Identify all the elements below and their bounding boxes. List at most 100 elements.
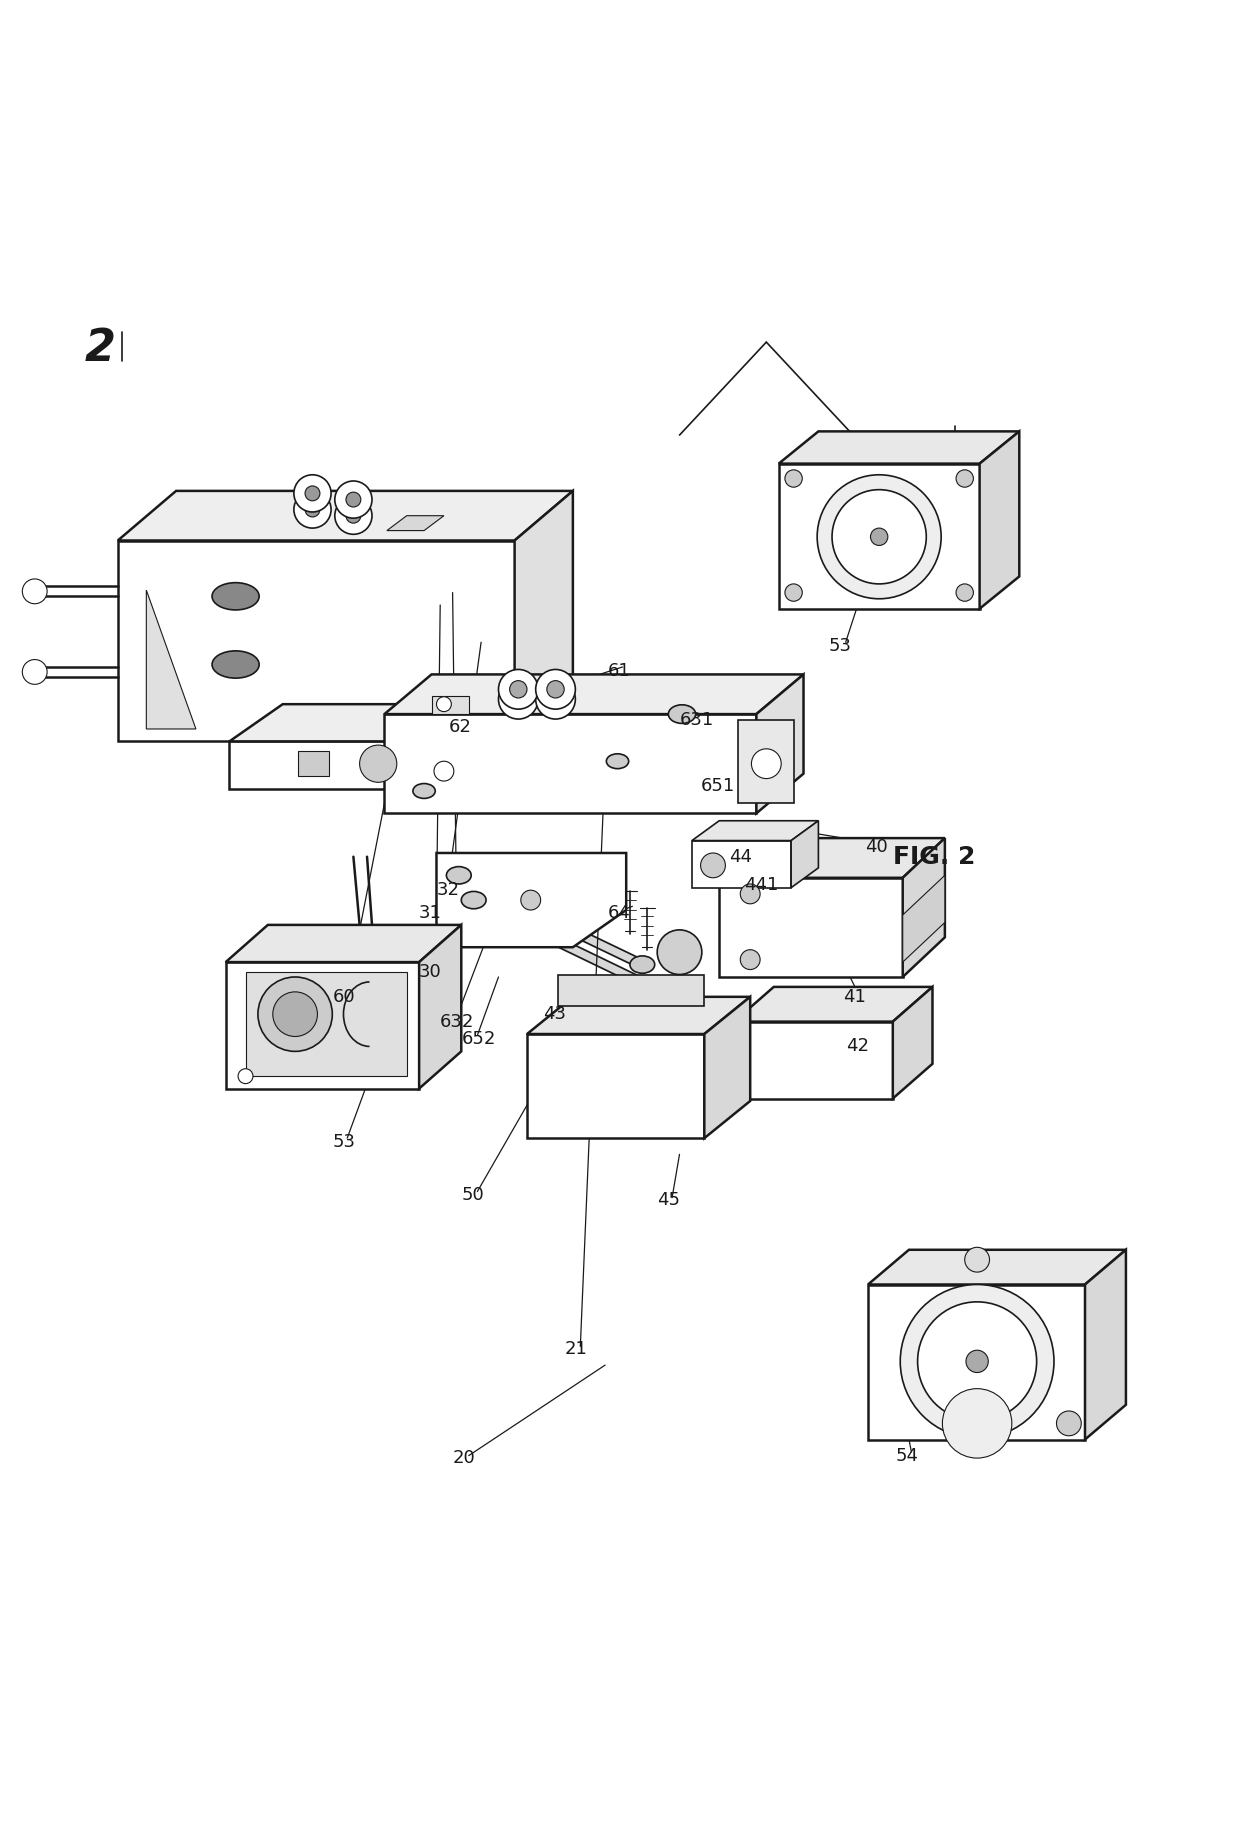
Circle shape	[870, 527, 888, 546]
Polygon shape	[229, 704, 626, 741]
Polygon shape	[118, 540, 515, 741]
Text: 31: 31	[419, 903, 441, 922]
Text: FIG. 2: FIG. 2	[893, 845, 975, 869]
Ellipse shape	[413, 783, 435, 798]
Polygon shape	[692, 821, 818, 841]
Circle shape	[900, 1285, 1054, 1438]
Polygon shape	[527, 1035, 704, 1139]
Polygon shape	[573, 704, 626, 788]
Polygon shape	[226, 962, 419, 1088]
Circle shape	[751, 748, 781, 779]
Polygon shape	[903, 876, 945, 962]
Text: 632: 632	[440, 1013, 475, 1031]
Circle shape	[510, 690, 527, 708]
Polygon shape	[791, 821, 818, 887]
Polygon shape	[436, 852, 626, 947]
Polygon shape	[779, 464, 980, 610]
Circle shape	[436, 697, 451, 712]
Text: 43: 43	[543, 1006, 567, 1024]
Polygon shape	[298, 752, 329, 776]
Circle shape	[918, 1301, 1037, 1422]
Ellipse shape	[212, 652, 259, 679]
Text: 64: 64	[608, 903, 630, 922]
Circle shape	[22, 579, 47, 604]
Circle shape	[785, 584, 802, 600]
Circle shape	[521, 891, 541, 911]
Text: 54: 54	[895, 1447, 919, 1465]
Text: 45: 45	[657, 1192, 681, 1210]
Circle shape	[740, 949, 760, 969]
Circle shape	[536, 670, 575, 710]
Circle shape	[966, 1350, 988, 1372]
Polygon shape	[527, 996, 750, 1035]
Text: 61: 61	[608, 662, 630, 679]
Circle shape	[346, 507, 361, 524]
Text: 53: 53	[332, 1133, 356, 1152]
Polygon shape	[229, 741, 573, 788]
Polygon shape	[1085, 1250, 1126, 1440]
Text: 42: 42	[846, 1037, 869, 1055]
Text: 21: 21	[564, 1340, 587, 1358]
Circle shape	[956, 584, 973, 600]
Polygon shape	[893, 987, 932, 1099]
Text: 652: 652	[461, 1029, 496, 1048]
Circle shape	[956, 469, 973, 487]
Polygon shape	[756, 675, 804, 814]
Circle shape	[547, 681, 564, 697]
Polygon shape	[704, 996, 750, 1139]
Polygon shape	[719, 878, 903, 976]
Polygon shape	[719, 838, 945, 878]
Ellipse shape	[212, 582, 259, 610]
Polygon shape	[738, 721, 794, 803]
Ellipse shape	[606, 754, 629, 768]
Polygon shape	[903, 838, 945, 976]
Ellipse shape	[668, 704, 696, 723]
Polygon shape	[868, 1285, 1085, 1440]
Circle shape	[238, 1069, 253, 1084]
Text: 40: 40	[866, 838, 888, 856]
Text: 631: 631	[680, 712, 714, 730]
Text: 30: 30	[419, 964, 441, 982]
Circle shape	[360, 745, 397, 783]
Circle shape	[1056, 1411, 1081, 1436]
Polygon shape	[868, 1250, 1126, 1285]
Text: 441: 441	[744, 876, 779, 894]
Circle shape	[657, 931, 702, 975]
Circle shape	[832, 489, 926, 584]
Text: 60: 60	[332, 987, 355, 1006]
Text: 2: 2	[84, 327, 115, 370]
Text: 44: 44	[729, 847, 753, 865]
Polygon shape	[980, 431, 1019, 610]
Circle shape	[817, 474, 941, 599]
Circle shape	[701, 852, 725, 878]
Circle shape	[305, 502, 320, 516]
Circle shape	[498, 679, 538, 719]
Circle shape	[273, 991, 317, 1037]
Polygon shape	[779, 431, 1019, 464]
Text: 62: 62	[449, 717, 471, 735]
Polygon shape	[734, 1022, 893, 1099]
Polygon shape	[246, 973, 407, 1077]
Polygon shape	[558, 975, 704, 1006]
Text: 50: 50	[461, 1186, 484, 1204]
Polygon shape	[384, 675, 804, 714]
Polygon shape	[432, 695, 469, 714]
Circle shape	[346, 493, 361, 507]
Circle shape	[942, 1389, 1012, 1458]
Circle shape	[294, 491, 331, 527]
Circle shape	[434, 761, 454, 781]
Polygon shape	[515, 491, 573, 741]
Circle shape	[335, 496, 372, 535]
Circle shape	[258, 976, 332, 1051]
Circle shape	[536, 679, 575, 719]
Text: 32: 32	[436, 881, 460, 900]
Circle shape	[22, 659, 47, 684]
Ellipse shape	[630, 956, 655, 973]
Circle shape	[740, 883, 760, 903]
Circle shape	[547, 690, 564, 708]
Polygon shape	[734, 987, 932, 1022]
Polygon shape	[146, 589, 196, 728]
Ellipse shape	[446, 867, 471, 883]
Ellipse shape	[461, 891, 486, 909]
Polygon shape	[384, 714, 756, 814]
